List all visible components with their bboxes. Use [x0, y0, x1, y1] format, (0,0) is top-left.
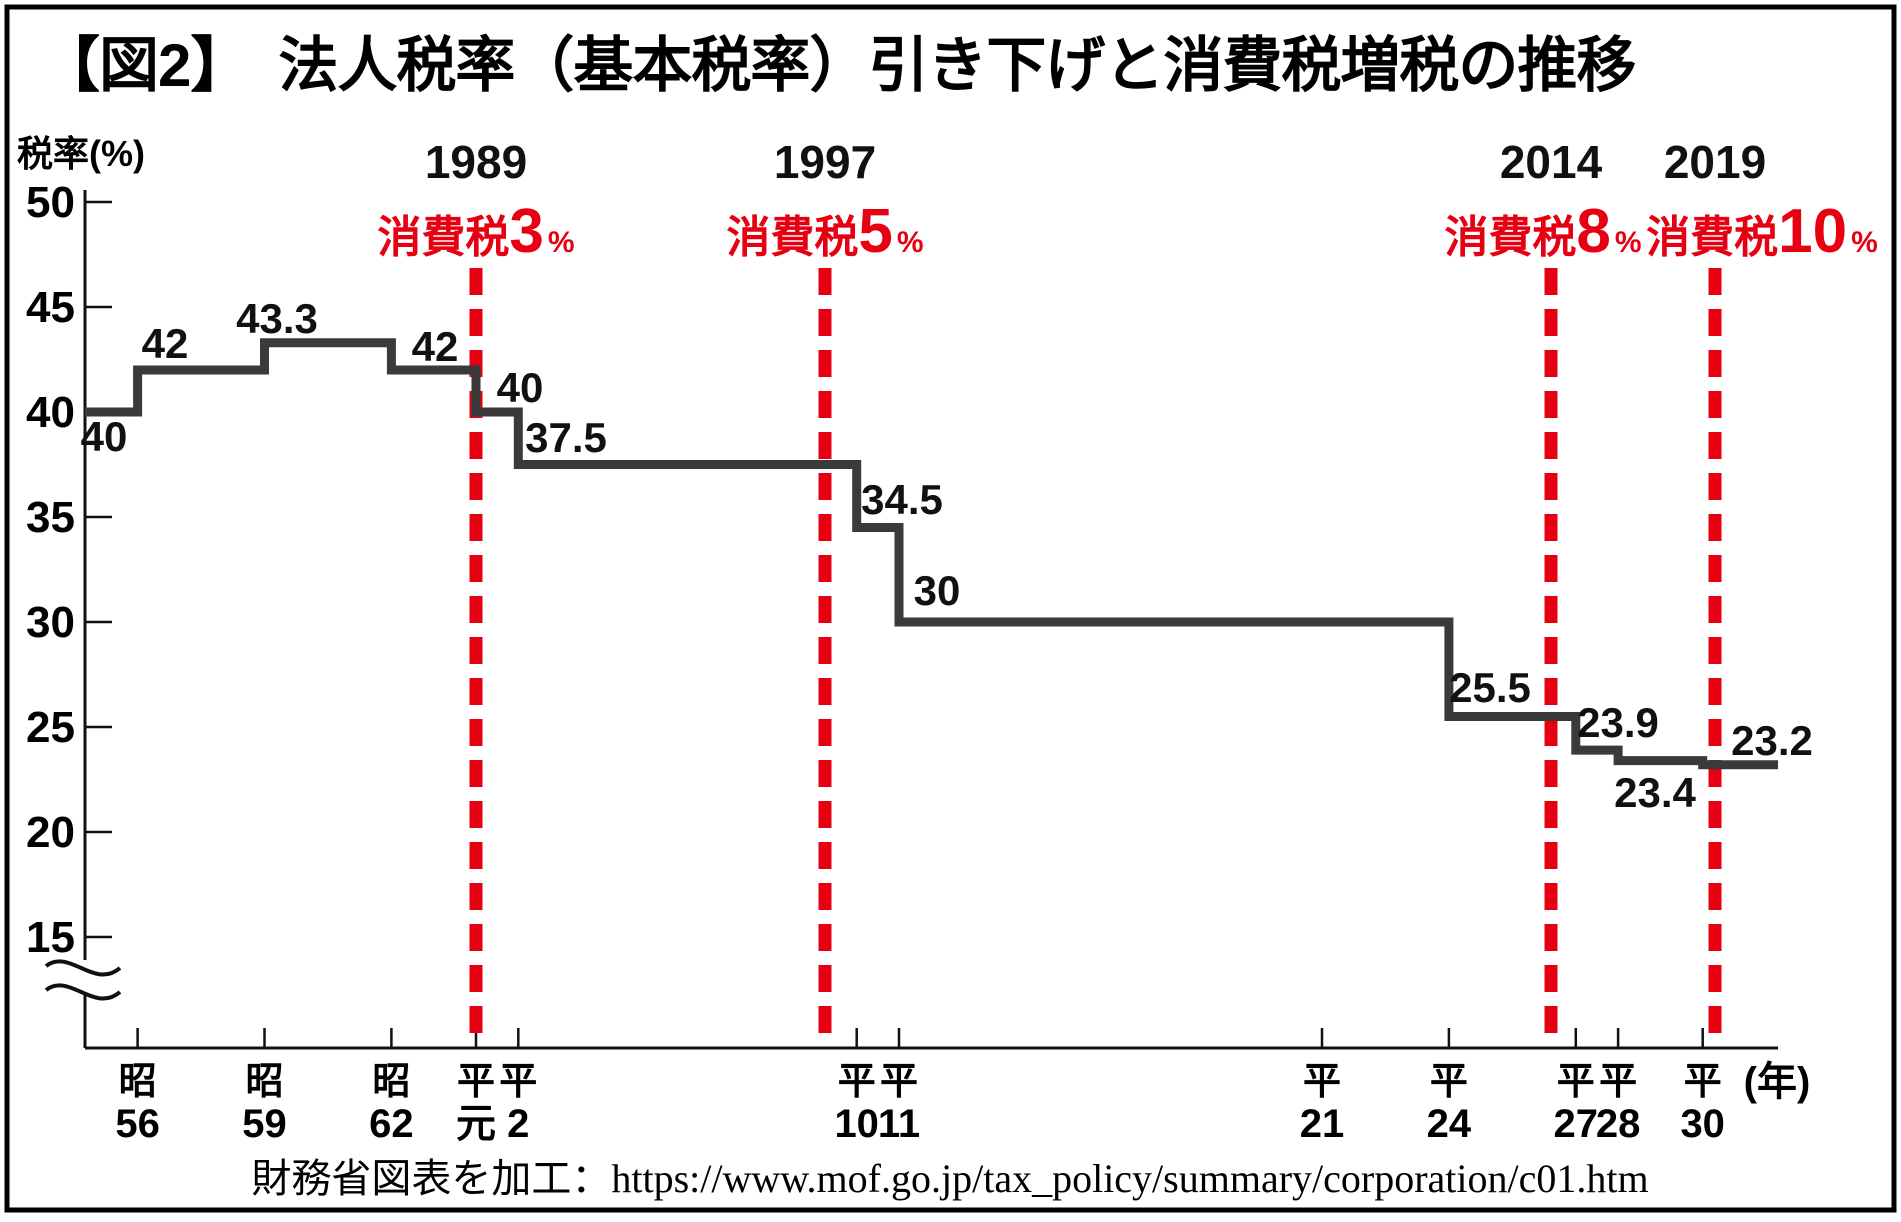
x-tick-num-label: 元 [456, 1102, 496, 1146]
y-tick-label: 45 [26, 283, 75, 332]
event-year-label: 1997 [774, 136, 876, 188]
event-tax-label: 消費税8% [1444, 197, 1641, 266]
x-tick-era-label: 平 [1557, 1061, 1595, 1103]
x-tick-num-label: 24 [1427, 1102, 1472, 1146]
y-axis-label: 税率(%) [17, 133, 145, 174]
x-tick-num-label: 28 [1596, 1102, 1641, 1146]
value-label: 23.9 [1577, 699, 1659, 746]
event-year-label: 2014 [1500, 136, 1603, 188]
x-tick-num-label: 59 [242, 1102, 287, 1146]
axis-break-icon [44, 959, 122, 1001]
value-label: 23.4 [1614, 769, 1696, 816]
x-axis-unit-label: (年) [1744, 1060, 1811, 1104]
value-label: 25.5 [1449, 664, 1531, 711]
x-tick-era-label: 平 [880, 1061, 918, 1103]
x-tick-era-label: 昭 [119, 1061, 157, 1103]
x-tick-era-label: 平 [499, 1061, 537, 1103]
value-label: 23.2 [1731, 717, 1813, 764]
axis-break-wave-2 [44, 983, 122, 1001]
y-tick-label: 25 [26, 703, 75, 752]
event-year-label: 1989 [425, 136, 527, 188]
value-label: 34.5 [861, 476, 943, 523]
page-title: 【図2】 法人税率（基本税率）引き下げと消費税増税の推移 [40, 32, 1635, 99]
x-tick-era-label: 平 [1303, 1061, 1341, 1103]
x-tick-num-label: 21 [1300, 1102, 1345, 1146]
x-tick-era-label: 平 [457, 1061, 495, 1103]
x-tick-era-label: 平 [1684, 1061, 1722, 1103]
y-tick-label: 50 [26, 178, 75, 227]
value-label: 42 [142, 320, 189, 367]
x-tick-era-label: 平 [1430, 1061, 1468, 1103]
event-tax-label: 消費税5% [726, 197, 923, 266]
x-tick-era-label: 平 [838, 1061, 876, 1103]
x-tick-num-label: 56 [115, 1102, 160, 1146]
event-tax-label: 消費税10% [1646, 197, 1878, 266]
value-label: 40 [81, 413, 128, 460]
axis-break-wave-1 [44, 959, 122, 977]
value-label: 30 [914, 567, 961, 614]
frame-border [4, 4, 1897, 1213]
corporate-tax-step-line [85, 338, 1778, 770]
y-tick-label: 15 [26, 913, 75, 962]
x-tick-num-label: 10 [834, 1102, 879, 1146]
value-label: 43.3 [236, 295, 318, 342]
value-label: 42 [412, 323, 459, 370]
y-tick-label: 40 [26, 388, 75, 437]
event-year-label: 2019 [1664, 136, 1766, 188]
value-label: 37.5 [525, 414, 607, 461]
axes [83, 190, 1778, 1050]
event-tax-label: 消費税3% [377, 197, 574, 266]
x-tick-num-label: 2 [507, 1102, 529, 1146]
source-note: 財務省図表を加工：https://www.mof.go.jp/tax_polic… [251, 1156, 1648, 1201]
x-tick-num-label: 30 [1680, 1102, 1725, 1146]
x-tick-num-label: 27 [1554, 1102, 1599, 1146]
x-tick-era-label: 昭 [245, 1061, 283, 1103]
x-tick-num-label: 62 [369, 1102, 414, 1146]
x-tick-era-label: 平 [1599, 1061, 1637, 1103]
x-tick-num-label: 11 [878, 1102, 920, 1146]
chart-content: 5045403530252015昭56昭59昭62平元平2平10平11平21平2… [26, 136, 1878, 1146]
value-label: 40 [497, 364, 544, 411]
x-tick-era-label: 昭 [372, 1061, 410, 1103]
y-tick-label: 35 [26, 493, 75, 542]
y-tick-label: 20 [26, 808, 75, 857]
y-tick-label: 30 [26, 598, 75, 647]
